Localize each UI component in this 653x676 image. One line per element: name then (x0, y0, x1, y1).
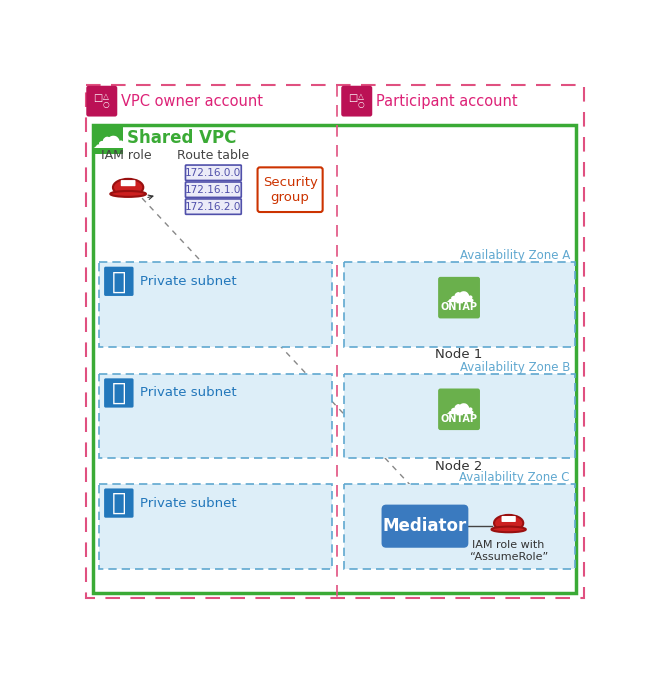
Text: ☁: ☁ (444, 391, 474, 420)
Ellipse shape (110, 191, 146, 197)
Ellipse shape (494, 515, 523, 531)
FancyBboxPatch shape (381, 504, 468, 548)
Text: ☁: ☁ (91, 122, 125, 155)
Text: Availability Zone A: Availability Zone A (460, 249, 570, 262)
Bar (99, 262, 332, 347)
Text: Mediator: Mediator (383, 517, 467, 535)
Bar (99, 484, 332, 569)
Text: Shared VPC: Shared VPC (127, 129, 237, 147)
Text: Node 2: Node 2 (436, 460, 483, 473)
Ellipse shape (492, 527, 526, 532)
FancyBboxPatch shape (438, 389, 480, 430)
FancyBboxPatch shape (257, 168, 323, 212)
FancyBboxPatch shape (185, 165, 241, 180)
Bar (343, 262, 575, 347)
Text: 172.16.0.0: 172.16.0.0 (185, 168, 242, 178)
Text: Security
group: Security group (263, 176, 317, 203)
Text: △: △ (358, 92, 364, 101)
FancyBboxPatch shape (121, 180, 135, 186)
Text: △: △ (103, 92, 108, 101)
FancyBboxPatch shape (438, 277, 480, 318)
Text: ☁: ☁ (444, 279, 474, 308)
FancyBboxPatch shape (185, 182, 241, 197)
Text: Private subnet: Private subnet (140, 387, 236, 400)
Text: 🔒: 🔒 (112, 381, 126, 405)
FancyBboxPatch shape (93, 125, 576, 593)
FancyBboxPatch shape (185, 199, 241, 214)
Ellipse shape (113, 179, 143, 196)
Text: IAM role: IAM role (101, 149, 152, 162)
Text: □: □ (348, 93, 357, 103)
FancyBboxPatch shape (104, 379, 134, 408)
Text: □: □ (93, 93, 103, 103)
Text: 🔒: 🔒 (112, 269, 126, 293)
Text: Node 1: Node 1 (436, 348, 483, 361)
Text: ONTAP: ONTAP (441, 414, 477, 424)
FancyBboxPatch shape (502, 516, 516, 522)
FancyBboxPatch shape (93, 125, 123, 154)
Text: Availability Zone C: Availability Zone C (459, 471, 570, 484)
Text: Route table: Route table (178, 149, 249, 162)
Text: 🔒: 🔒 (104, 137, 112, 149)
Bar (343, 484, 575, 569)
Text: Availability Zone B: Availability Zone B (460, 361, 570, 374)
Text: ONTAP: ONTAP (441, 302, 477, 312)
Text: 172.16.1.0: 172.16.1.0 (185, 185, 242, 195)
Text: Private subnet: Private subnet (140, 275, 236, 288)
Text: IAM role with
“AssumeRole”: IAM role with “AssumeRole” (470, 540, 548, 562)
Text: Private subnet: Private subnet (140, 497, 236, 510)
Bar (343, 374, 575, 458)
FancyBboxPatch shape (104, 267, 134, 296)
Text: VPC owner account: VPC owner account (121, 94, 263, 109)
Text: 172.16.2.0: 172.16.2.0 (185, 201, 242, 212)
FancyBboxPatch shape (86, 86, 118, 116)
Bar (99, 374, 332, 458)
FancyBboxPatch shape (104, 489, 134, 518)
Text: ○: ○ (103, 100, 109, 109)
Text: Participant account: Participant account (376, 94, 518, 109)
FancyBboxPatch shape (342, 86, 372, 116)
Text: ○: ○ (357, 100, 364, 109)
Text: 🔒: 🔒 (112, 491, 126, 515)
